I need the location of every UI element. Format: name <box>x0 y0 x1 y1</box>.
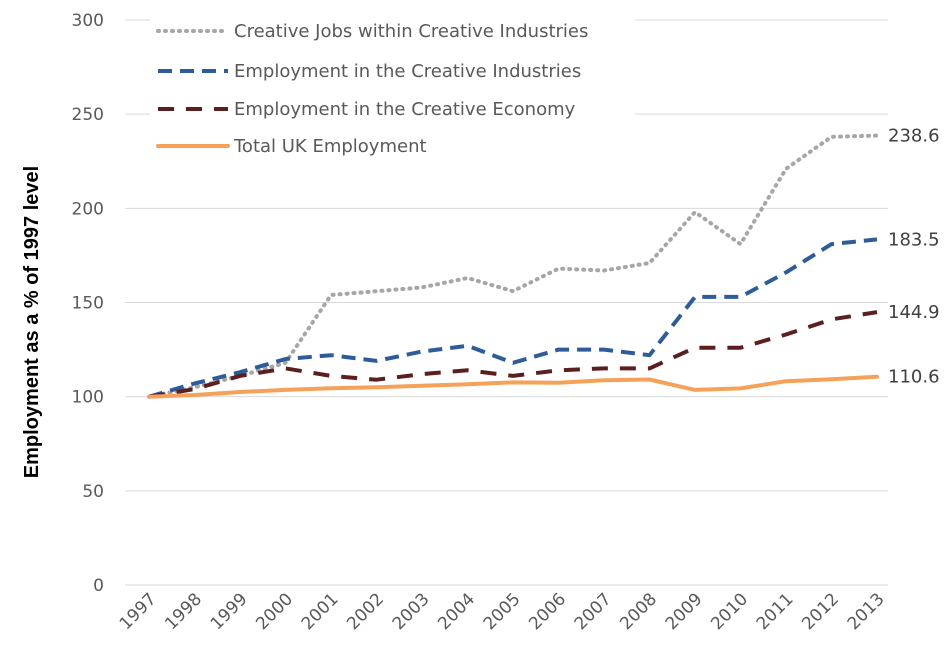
y-axis-label: Employment as a % of 1997 level <box>21 166 43 478</box>
x-tick-label: 2001 <box>298 589 343 634</box>
x-tick-label: 1997 <box>116 589 161 634</box>
x-tick-label: 2002 <box>343 589 388 634</box>
legend-label-1: Employment in the Creative Industries <box>234 61 581 82</box>
x-axis-ticks: 1997 1998 1999 2000 2001 2002 2003 2004 2005 2006… <box>116 589 889 634</box>
x-tick-label: 2004 <box>434 589 479 634</box>
series-line-3 <box>147 374 879 399</box>
legend: Creative Jobs within Creative Industries… <box>150 12 635 172</box>
y-tick-label: 0 <box>93 576 104 596</box>
series-lines <box>147 133 879 399</box>
x-tick-label: 2010 <box>707 589 752 634</box>
y-tick-label: 300 <box>72 11 104 31</box>
end-value-label: 238.6 <box>888 126 940 147</box>
legend-label-0: Creative Jobs within Creative Industries <box>234 21 588 42</box>
x-tick-label: 1999 <box>207 589 252 634</box>
legend-label-3: Total UK Employment <box>233 136 427 157</box>
x-tick-label: 2007 <box>571 589 616 634</box>
x-tick-label: 2000 <box>252 589 297 634</box>
x-tick-label: 2013 <box>844 589 889 634</box>
y-axis-ticks: 0 50 100 150 200 250 300 <box>72 11 104 596</box>
y-tick-label: 150 <box>72 294 104 314</box>
x-tick-label: 2008 <box>616 589 661 634</box>
series-line-2 <box>148 310 878 399</box>
x-tick-label: 2006 <box>525 589 570 634</box>
y-tick-label: 100 <box>72 388 104 408</box>
x-tick-label: 2011 <box>753 589 798 634</box>
x-tick-label: 2003 <box>389 589 434 634</box>
end-value-label: 110.6 <box>888 367 940 388</box>
x-tick-label: 2009 <box>662 589 707 634</box>
x-tick-label: 2005 <box>480 589 525 634</box>
end-value-label: 183.5 <box>888 229 940 250</box>
end-value-labels: 238.6 183.5 144.9 110.6 <box>888 126 940 388</box>
series-line-0 <box>147 133 879 399</box>
legend-label-2: Employment in the Creative Economy <box>234 99 576 120</box>
end-value-label: 144.9 <box>888 302 940 323</box>
y-tick-label: 250 <box>72 105 104 125</box>
x-tick-label: 2012 <box>798 589 843 634</box>
legend-background <box>150 12 635 172</box>
y-tick-label: 200 <box>72 199 104 219</box>
y-tick-label: 50 <box>82 482 104 502</box>
x-tick-label: 1998 <box>161 589 206 634</box>
series-line-1 <box>148 237 878 399</box>
